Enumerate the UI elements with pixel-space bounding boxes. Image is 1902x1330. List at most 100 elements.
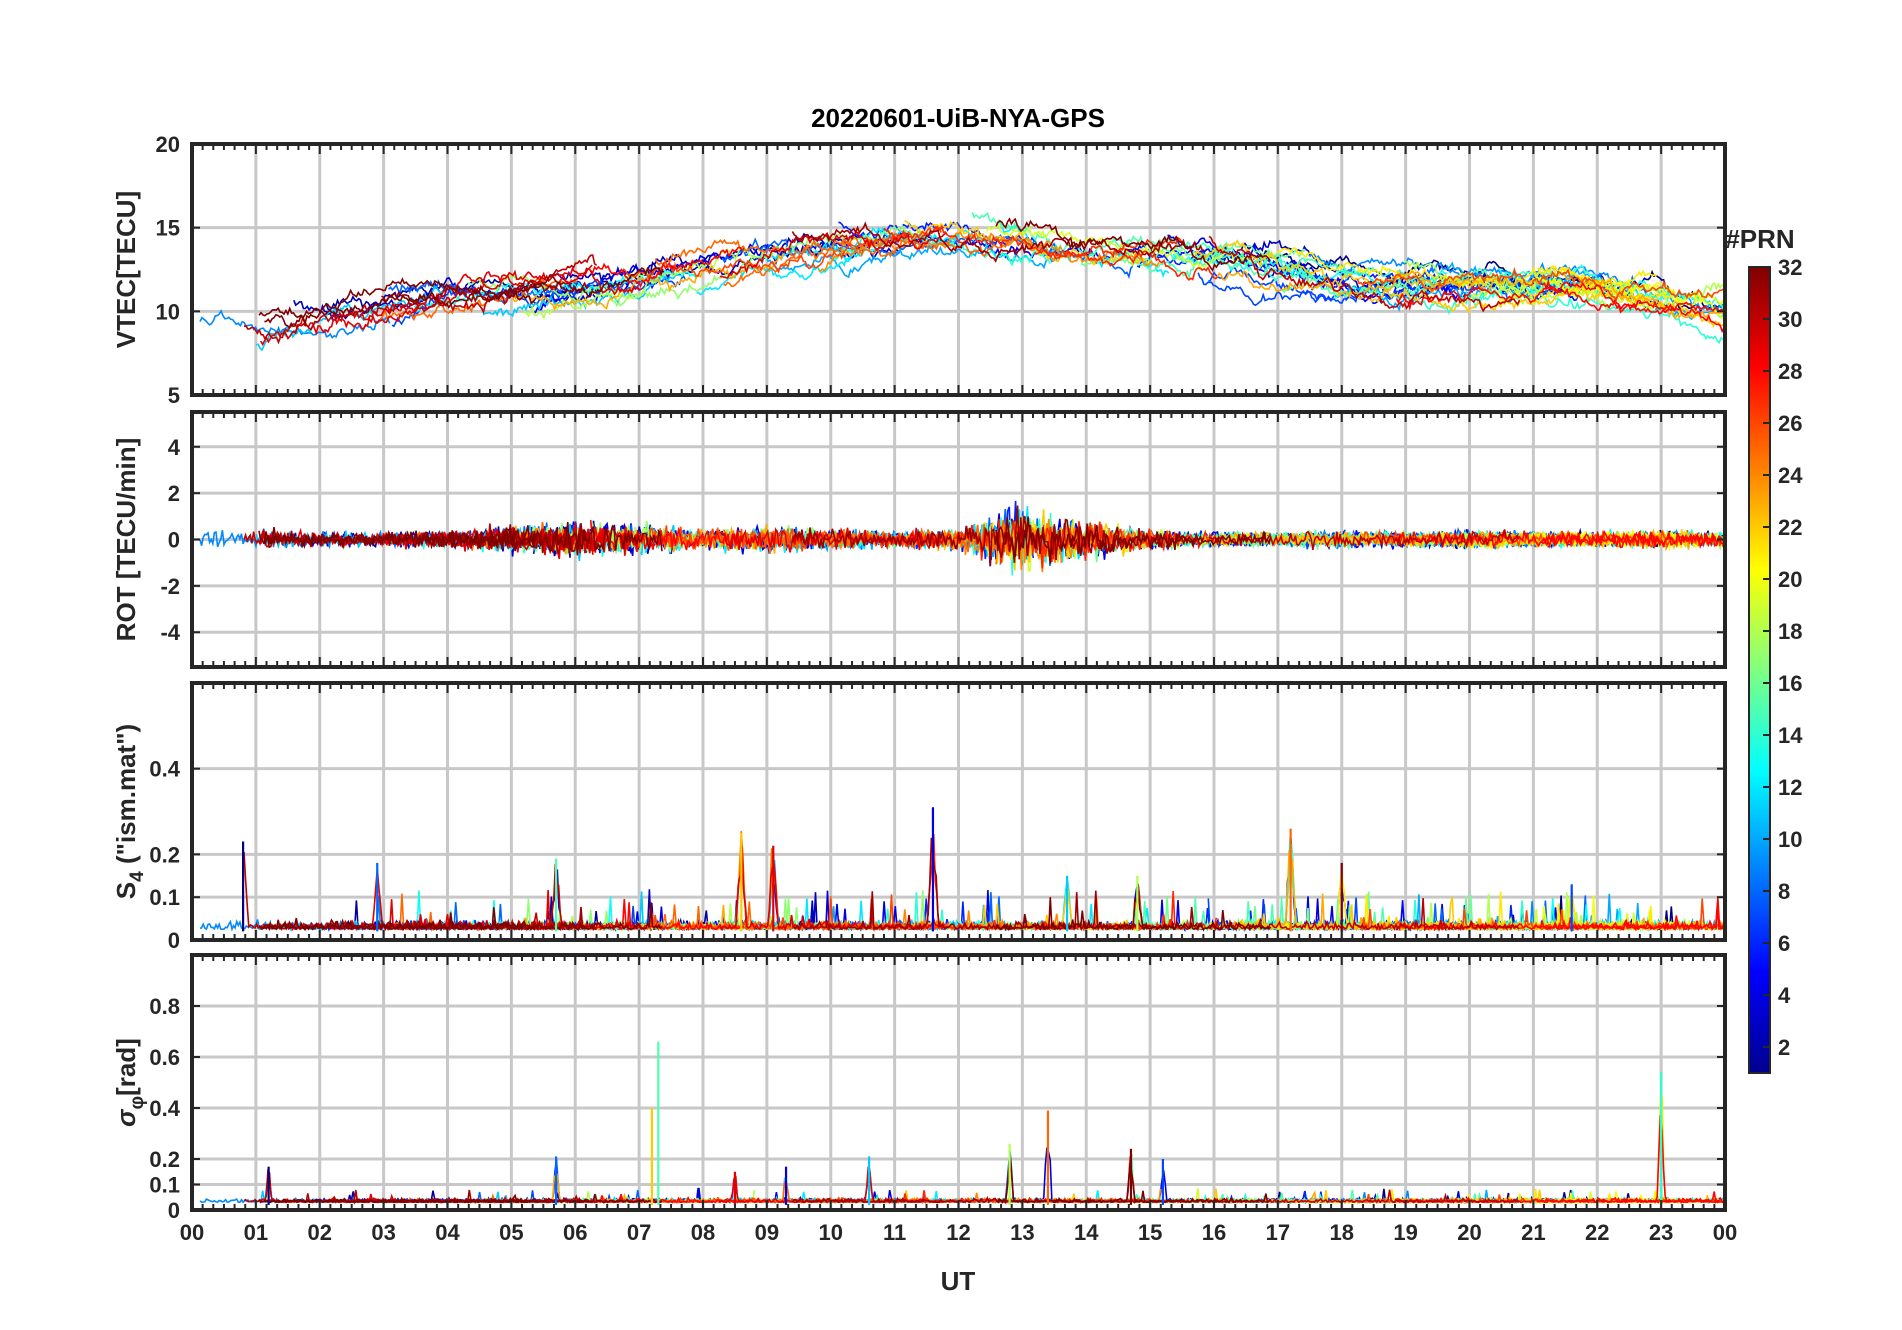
- vtec-y-tick-label: 15: [156, 216, 180, 241]
- vtec-y-tick-label: 20: [156, 132, 180, 157]
- x-axis-ticks: 00 01 02 03 04 05 06 07 08 09 10 11 12 13 14 15 16 17 18 19…: [180, 1220, 1737, 1245]
- x-tick-label: 07: [627, 1220, 651, 1245]
- x-tick-label: 00: [180, 1220, 204, 1245]
- vtec-series-prn-10: [757, 244, 1059, 279]
- sigma-series-prn-21: [1537, 1093, 1696, 1204]
- s4-series-prn-32: [995, 884, 1272, 932]
- vtec-series-prn-18: [522, 246, 756, 320]
- vtec-series-prn-31: [791, 221, 1205, 263]
- vtec-series-prn-21: [1498, 279, 1676, 308]
- rot-y-tick-label: -4: [160, 620, 180, 645]
- sigma-series-prn-7: [391, 1158, 687, 1204]
- x-tick-label: 18: [1330, 1220, 1354, 1245]
- vtec-series-prn-11: [481, 270, 680, 318]
- x-tick-label: 08: [691, 1220, 715, 1245]
- sigma-y-axis-label-text: σ: [111, 1108, 141, 1127]
- colorbar-tick-label: 2: [1778, 1035, 1790, 1060]
- sigma-series-prn-9: [199, 1174, 391, 1204]
- rot-y-tick-label: 2: [168, 481, 180, 506]
- panel-rot: -4 -2 0 2 4 ROT [TECU/min]: [111, 410, 1727, 669]
- colorbar-tick-label: 14: [1778, 723, 1803, 748]
- sigma-series-prn-32: [995, 1157, 1272, 1205]
- vtec-series-prn-29: [330, 266, 642, 330]
- vtec-y-tick-label: 5: [168, 383, 180, 408]
- x-tick-label: 01: [244, 1220, 268, 1245]
- s4-series-prn-30: [1208, 898, 1520, 932]
- sigma-series-prn-27: [1033, 1156, 1183, 1204]
- vtec-series-prn-31: [381, 279, 589, 306]
- vtec-series-prn-28: [1395, 285, 1725, 334]
- vtec-y-axis-label-text: VTEC[TECU]: [111, 191, 141, 348]
- vtec-series-prn-4: [533, 230, 903, 314]
- colorbar-tick-label: 6: [1778, 931, 1790, 956]
- vtec-series-prn-27: [1033, 236, 1185, 259]
- x-tick-label: 00: [1713, 1220, 1737, 1245]
- panel-s4: 00.10.20.4S4 ("ism.mat"): [111, 681, 1727, 953]
- s4-series-prn-15: [971, 843, 1393, 932]
- s4-series-prn-4: [533, 842, 903, 932]
- colorbar-tick-label: 28: [1778, 359, 1802, 384]
- s4-y-axis-label-sub: 4: [127, 871, 148, 882]
- vtec-series-prn-30: [1208, 235, 1521, 313]
- x-tick-label: 12: [946, 1220, 970, 1245]
- sigma-y-axis-label-suffix: [rad]: [111, 1038, 141, 1096]
- colorbar-tick-label: 16: [1778, 671, 1802, 696]
- x-tick-label: 09: [755, 1220, 779, 1245]
- rot-y-tick-label: 4: [168, 435, 181, 460]
- sigma-y-tick-label: 0.6: [149, 1045, 180, 1070]
- s4-series-prn-29: [719, 845, 948, 932]
- sigma-series-prn-28: [1396, 1191, 1724, 1204]
- rot-series-prn-30: [1209, 529, 1520, 551]
- vtec-series-prn-15: [971, 211, 1393, 278]
- vtec-series-prn-32: [258, 285, 536, 327]
- x-tick-label: 22: [1585, 1220, 1609, 1245]
- vtec-series-prn-27: [883, 224, 1219, 282]
- vtec-series-prn-15: [1116, 235, 1553, 300]
- x-tick-label: 03: [371, 1220, 395, 1245]
- x-tick-label: 20: [1457, 1220, 1481, 1245]
- s4-series: [199, 807, 1725, 933]
- vtec-y-axis-label: VTEC[TECU]: [111, 191, 141, 348]
- panel-sigma: 00.10.20.40.60.8σφ[rad]: [111, 953, 1727, 1223]
- x-tick-label: 16: [1202, 1220, 1226, 1245]
- vtec-series-prn-22: [904, 220, 1151, 267]
- colorbar-tick-label: 22: [1778, 515, 1802, 540]
- vtec-series-prn-15: [1131, 254, 1313, 283]
- s4-y-axis-label-suffix: ("ism.mat"): [111, 724, 141, 871]
- x-tick-label: 06: [563, 1220, 587, 1245]
- vtec-series-prn-28: [590, 246, 745, 289]
- rot-series-prn-26: [1356, 528, 1725, 550]
- colorbar-tick-label: 32: [1778, 255, 1802, 280]
- sigma-series-prn-15: [1130, 1153, 1313, 1204]
- rot-series-prn-32: [258, 527, 537, 550]
- sigma-series: [199, 1041, 1725, 1205]
- vtec-series-prn-19: [986, 223, 1251, 271]
- vtec-series: [199, 211, 1725, 352]
- rot-series: [199, 500, 1725, 576]
- s4-y-tick-label: 0.4: [149, 757, 180, 782]
- colorbar-tick-label: 8: [1778, 879, 1790, 904]
- x-tick-label: 15: [1138, 1220, 1162, 1245]
- x-tick-label: 11: [883, 1220, 906, 1245]
- rot-series-prn-32: [995, 516, 1272, 564]
- panel-vtec: 5 10 15 20 VTEC[TECU]: [111, 132, 1727, 408]
- rot-y-axis-label: ROT [TECU/min]: [111, 438, 141, 642]
- colorbar-tick-label: 26: [1778, 411, 1802, 436]
- rot-y-axis-label-text: ROT [TECU/min]: [111, 438, 141, 642]
- sigma-y-axis-label: σφ[rad]: [111, 1038, 148, 1127]
- sigma-y-tick-label: 0.4: [149, 1096, 180, 1121]
- colorbar-tick-label: 18: [1778, 619, 1802, 644]
- vtec-series-prn-32: [995, 217, 1271, 273]
- s4-y-tick-label: 0.1: [149, 885, 180, 910]
- vtec-series-prn-28: [1540, 278, 1725, 315]
- vtec-series-prn-29: [719, 231, 947, 280]
- sigma-series-prn-30: [243, 1168, 598, 1205]
- sigma-y-axis-label-sub: φ: [127, 1096, 148, 1110]
- sigma-y-tick-label: 0: [168, 1198, 180, 1223]
- x-tick-label: 21: [1521, 1220, 1545, 1245]
- x-tick-label: 17: [1266, 1220, 1290, 1245]
- sigma-series-prn-31: [791, 1195, 1205, 1204]
- colorbar-tick-label: 20: [1778, 567, 1802, 592]
- colorbar-tick-label: 24: [1778, 463, 1803, 488]
